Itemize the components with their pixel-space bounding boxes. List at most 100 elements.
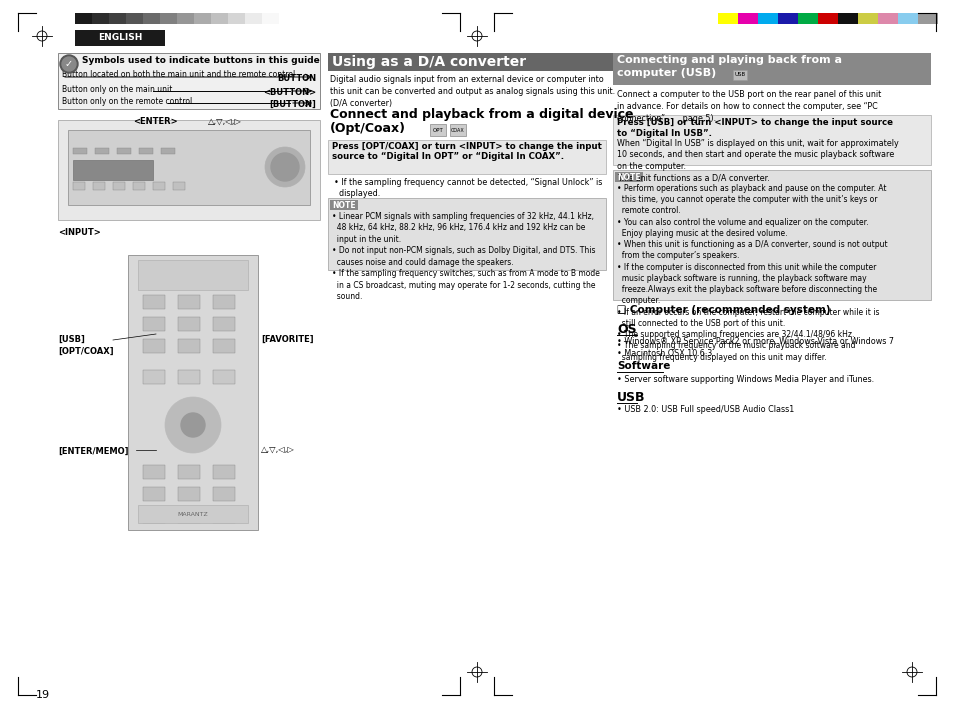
Bar xyxy=(143,370,165,384)
Bar xyxy=(328,198,605,270)
Bar xyxy=(143,487,165,501)
Bar xyxy=(857,13,877,24)
Bar xyxy=(178,465,200,479)
Bar xyxy=(738,13,758,24)
Bar xyxy=(328,53,905,71)
Bar xyxy=(139,148,152,154)
Bar xyxy=(92,182,105,190)
Bar xyxy=(109,13,126,24)
Bar xyxy=(213,317,234,331)
Text: Software: Software xyxy=(617,361,670,371)
Bar xyxy=(178,370,200,384)
Bar xyxy=(91,13,109,24)
Bar xyxy=(213,465,234,479)
Bar xyxy=(73,182,85,190)
Bar xyxy=(213,487,234,501)
Text: • Perform operations such as playback and pause on the computer. At
  this time,: • Perform operations such as playback an… xyxy=(617,184,886,362)
Bar xyxy=(128,255,257,530)
Bar xyxy=(143,509,165,523)
Text: <INPUT>: <INPUT> xyxy=(58,228,101,237)
Text: [OPT/COAX]: [OPT/COAX] xyxy=(58,347,113,356)
Bar xyxy=(797,13,817,24)
Bar xyxy=(58,120,319,220)
Text: computer (USB): computer (USB) xyxy=(617,68,716,78)
Text: OS: OS xyxy=(617,323,636,336)
Text: COAX: COAX xyxy=(451,127,464,132)
Text: to “Digital In USB”.: to “Digital In USB”. xyxy=(617,129,711,138)
Bar xyxy=(330,200,357,210)
Bar xyxy=(160,13,177,24)
Text: MARANTZ: MARANTZ xyxy=(177,511,208,517)
Text: Press [OPT/COAX] or turn <INPUT> to change the input: Press [OPT/COAX] or turn <INPUT> to chan… xyxy=(332,142,601,151)
Text: Digital audio signals input from an external device or computer into
this unit c: Digital audio signals input from an exte… xyxy=(330,75,615,108)
Bar xyxy=(117,148,131,154)
Bar xyxy=(917,13,937,24)
Bar xyxy=(58,53,319,109)
Text: • Linear PCM signals with sampling frequencies of 32 kHz, 44.1 kHz,
  48 kHz, 64: • Linear PCM signals with sampling frequ… xyxy=(332,212,599,301)
Circle shape xyxy=(271,153,298,181)
Text: Press [USB] or turn <INPUT> to change the input source: Press [USB] or turn <INPUT> to change th… xyxy=(617,118,892,127)
Bar xyxy=(262,13,278,24)
Bar xyxy=(172,182,185,190)
Bar xyxy=(75,30,165,46)
Bar xyxy=(718,13,738,24)
Bar xyxy=(613,170,930,300)
Text: When “Digital In USB” is displayed on this unit, wait for approximately
10 secon: When “Digital In USB” is displayed on th… xyxy=(617,139,898,183)
Bar xyxy=(152,182,165,190)
Bar xyxy=(138,260,248,290)
Bar xyxy=(143,465,165,479)
Circle shape xyxy=(62,57,76,71)
Bar xyxy=(613,115,930,165)
Bar xyxy=(328,140,605,174)
Text: USB: USB xyxy=(734,72,745,77)
Bar xyxy=(143,339,165,353)
Text: △,▽,◁,▷: △,▽,◁,▷ xyxy=(261,445,294,454)
Text: • USB 2.0: USB Full speed/USB Audio Class1: • USB 2.0: USB Full speed/USB Audio Clas… xyxy=(617,405,794,414)
Text: <ENTER>: <ENTER> xyxy=(132,117,177,126)
Bar xyxy=(897,13,917,24)
Bar xyxy=(430,124,446,136)
Bar xyxy=(73,160,152,180)
Circle shape xyxy=(265,147,305,187)
Bar xyxy=(177,13,193,24)
Text: USB: USB xyxy=(617,391,645,404)
Bar xyxy=(178,509,200,523)
Bar xyxy=(143,317,165,331)
Bar xyxy=(138,505,248,523)
Bar xyxy=(817,13,837,24)
Bar xyxy=(178,295,200,309)
Bar xyxy=(193,13,211,24)
Bar xyxy=(95,148,109,154)
Text: Connect and playback from a digital device: Connect and playback from a digital devi… xyxy=(330,108,633,121)
Text: Symbols used to indicate buttons in this guide: Symbols used to indicate buttons in this… xyxy=(82,56,319,65)
Bar xyxy=(143,13,160,24)
Text: Button located on both the main unit and the remote control: Button located on both the main unit and… xyxy=(62,70,294,79)
Text: ❑ Computer (recommended system): ❑ Computer (recommended system) xyxy=(617,305,830,315)
Text: [FAVORITE]: [FAVORITE] xyxy=(261,335,314,344)
Bar xyxy=(213,339,234,353)
Bar xyxy=(132,182,145,190)
Text: 19: 19 xyxy=(36,690,51,700)
Bar xyxy=(877,13,897,24)
Bar xyxy=(126,13,143,24)
Text: (Opt/Coax): (Opt/Coax) xyxy=(330,122,406,135)
Text: △,▽,◁,▷: △,▽,◁,▷ xyxy=(208,117,242,126)
Text: Connect a computer to the USB port on the rear panel of this unit
in advance. Fo: Connect a computer to the USB port on th… xyxy=(617,90,881,122)
Text: Connecting and playing back from a: Connecting and playing back from a xyxy=(617,55,841,65)
Text: ✓: ✓ xyxy=(65,59,73,69)
Bar xyxy=(837,13,857,24)
Bar xyxy=(732,70,746,80)
Bar xyxy=(450,124,465,136)
Bar xyxy=(213,370,234,384)
Bar xyxy=(211,13,228,24)
Text: OPT: OPT xyxy=(432,127,443,132)
Bar xyxy=(213,295,234,309)
Bar xyxy=(73,148,87,154)
Text: NOTE: NOTE xyxy=(617,173,640,181)
Text: Button only on the main unit: Button only on the main unit xyxy=(62,85,172,94)
Text: • Server software supporting Windows Media Player and iTunes.: • Server software supporting Windows Med… xyxy=(617,375,873,384)
Bar xyxy=(613,53,930,85)
Bar xyxy=(178,339,200,353)
Bar xyxy=(245,13,262,24)
Text: [ENTER/MEMO]: [ENTER/MEMO] xyxy=(58,447,129,456)
